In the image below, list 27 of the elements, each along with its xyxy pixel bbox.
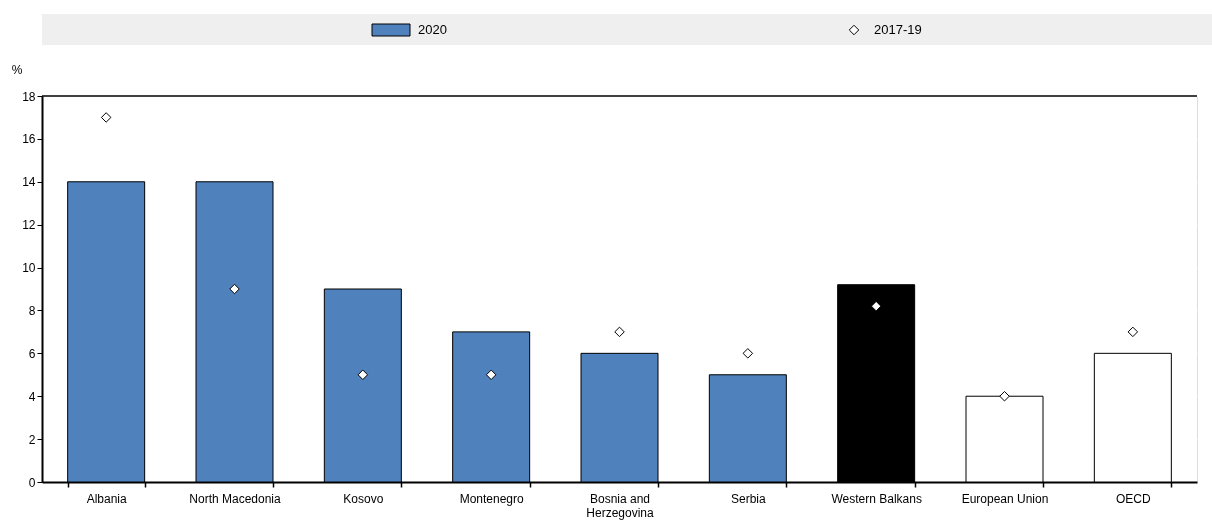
y-tick-label: 0 [28, 475, 36, 490]
y-tick-label: 12 [22, 218, 36, 233]
legend-label: 2017-19 [874, 22, 922, 37]
y-tick-label: 18 [22, 89, 36, 104]
y-tick-label: 14 [22, 175, 36, 190]
x-tick-label: Montenegro [459, 491, 525, 506]
x-tick-label: Bosnia and Herzegovina [586, 491, 655, 520]
x-tick-label: Serbia [730, 491, 766, 506]
point [870, 300, 882, 312]
x-tick-label: European Union [961, 491, 1049, 506]
point [229, 283, 240, 295]
y-axis-title: % [11, 62, 23, 77]
y-tick-label: 4 [28, 389, 36, 404]
point [357, 369, 369, 381]
y-tick-label: 10 [22, 261, 36, 276]
y-tick-label: 8 [28, 303, 36, 318]
y-tick-label: 16 [22, 132, 36, 147]
legend-label: 2020 [418, 22, 447, 37]
x-tick-label: Albania [86, 491, 128, 506]
x-tick-label: Western Balkans [831, 491, 922, 506]
x-tick-label: North Macedonia [189, 491, 282, 506]
point [999, 390, 1010, 402]
x-tick-label: OECD [1116, 491, 1151, 506]
point [485, 369, 497, 381]
y-tick-label: 6 [28, 346, 36, 361]
x-tick-label: Kosovo [343, 491, 384, 506]
y-tick-label: 2 [28, 432, 36, 447]
